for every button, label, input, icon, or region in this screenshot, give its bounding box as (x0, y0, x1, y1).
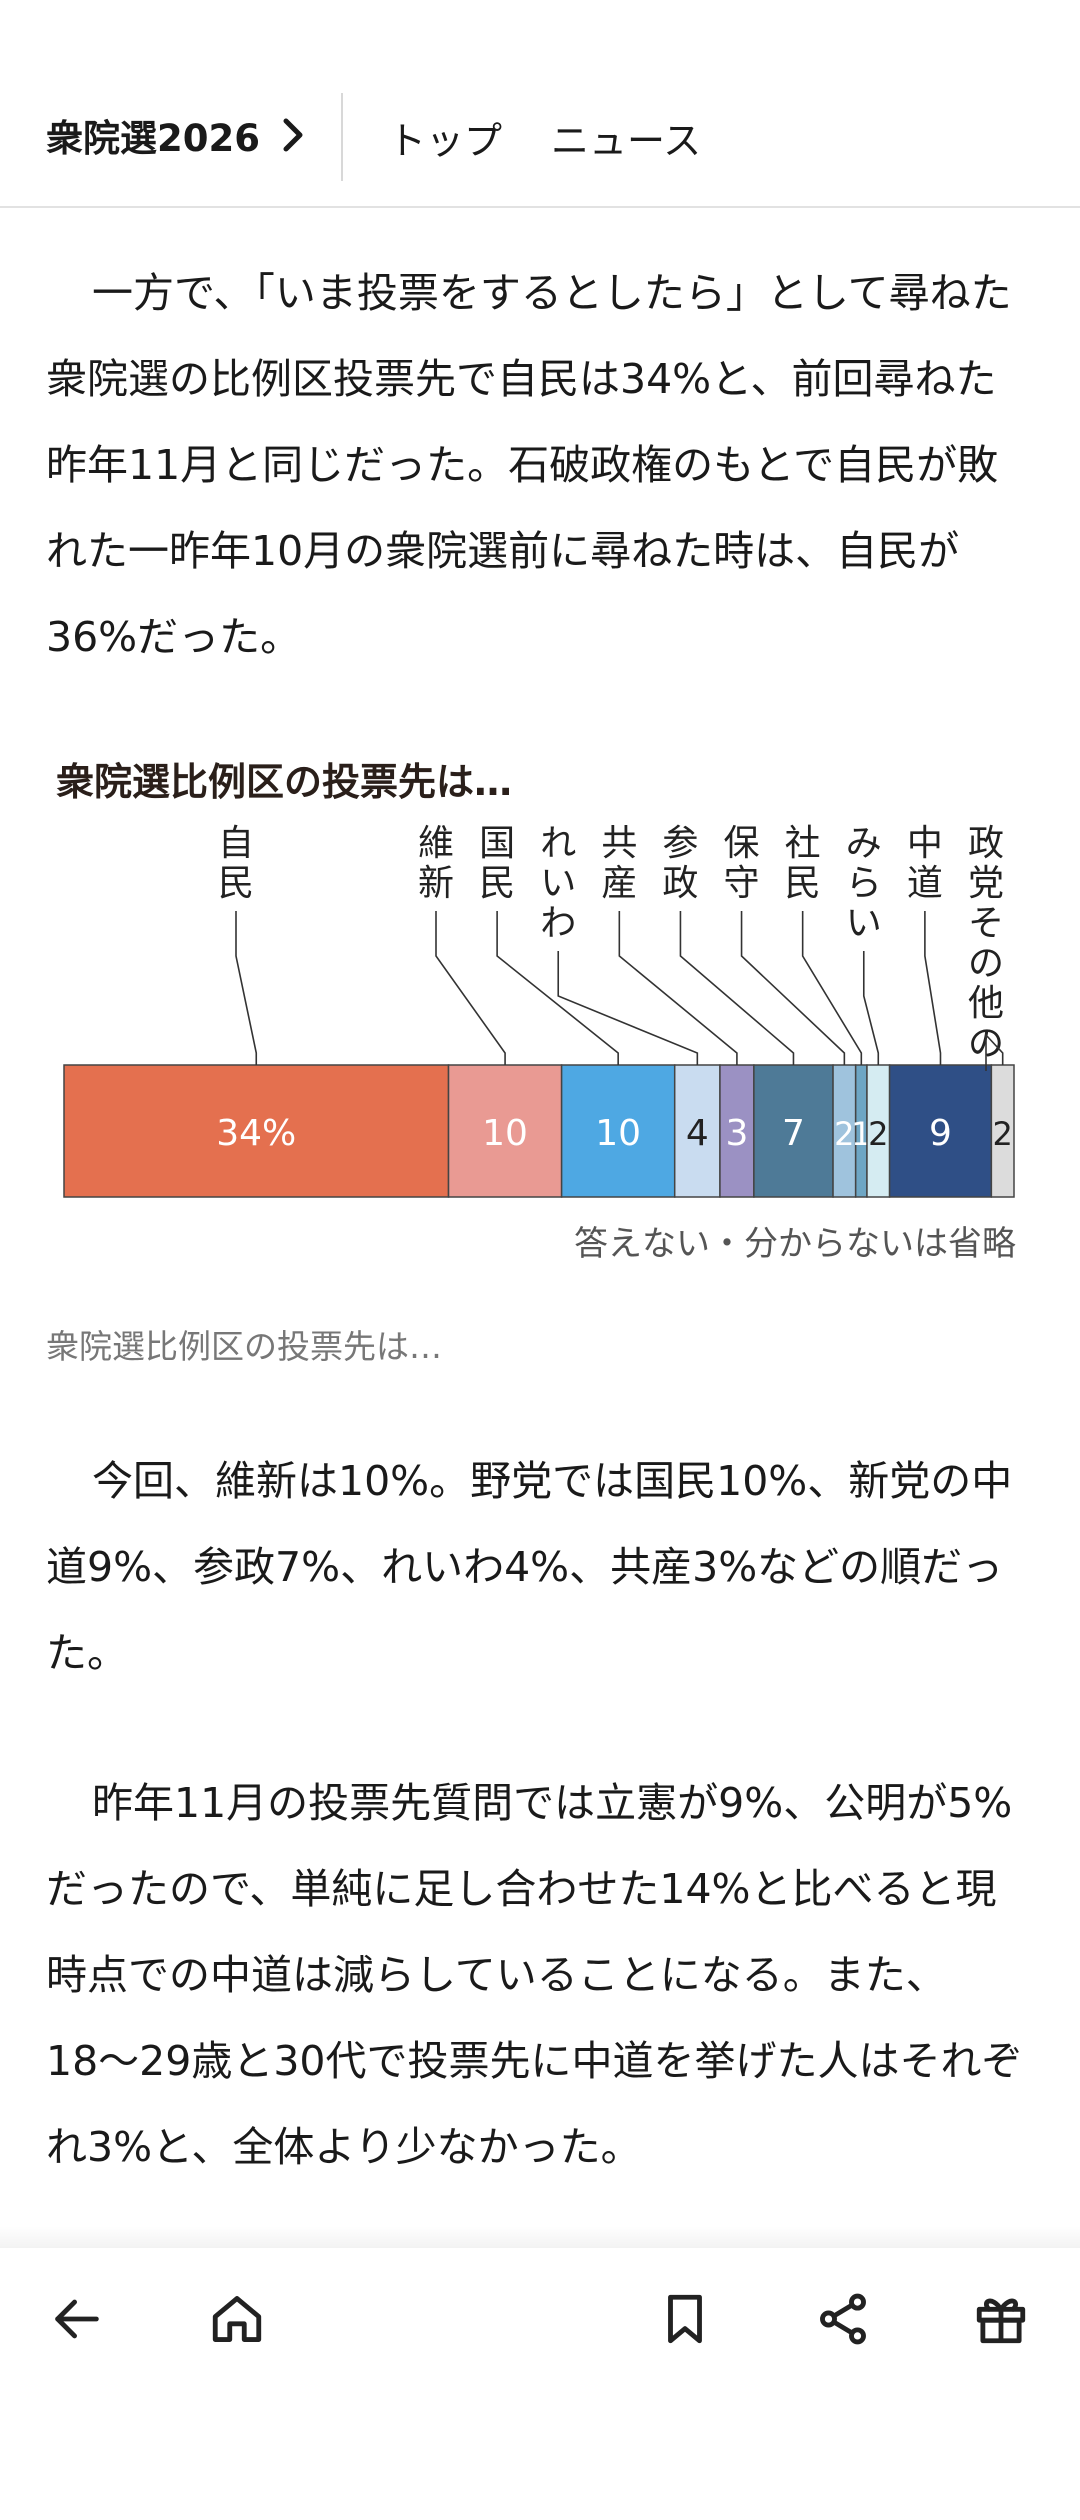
top-header: 衆院選2026 トップ ニュース (0, 0, 1080, 208)
bar-segment (63, 1064, 450, 1198)
leader-line (924, 911, 942, 1065)
bar-segment (719, 1064, 755, 1198)
leader-line (862, 951, 880, 1065)
leader-line (740, 911, 846, 1065)
category-label: 維新 (418, 823, 454, 904)
bar-value-label: 3 (725, 1113, 748, 1154)
chart-svg: 衆院選比例区の投票先は…34% 10 10 4 3 7 212 9 2自民維新国民れいわ共産参政… (56, 760, 1016, 1264)
bookmark-button[interactable] (650, 2284, 720, 2354)
category-label: 社民 (785, 823, 821, 904)
back-arrow-icon (55, 2299, 99, 2339)
vote-chart[interactable]: 衆院選比例区の投票先は… 34% 10 10 4 3 7 2 1 2 9 2 自民 維新 国民 れいわ 共産 参政… (46, 735, 1036, 1275)
home-button[interactable] (202, 2284, 272, 2354)
category-label: 中道 (907, 823, 943, 904)
category-label: 国民 (479, 823, 515, 904)
back-button[interactable] (42, 2284, 112, 2354)
leader-line (435, 911, 506, 1065)
home-icon (212, 2296, 262, 2342)
category-label: 自民 (218, 823, 254, 904)
category-label: 保守 (724, 823, 760, 904)
category-label: 政党その他の (968, 823, 1004, 1064)
nav-top[interactable]: トップ (388, 119, 503, 163)
bottom-bar-shadow (0, 2226, 1080, 2248)
chart-title: 衆院選比例区の投票先は… (56, 760, 512, 804)
bar-value-label: 4 (686, 1113, 709, 1154)
gift-icon (976, 2298, 1026, 2344)
bar-value-label: 2 (834, 1115, 854, 1153)
bar-value-label: 9 (929, 1113, 952, 1154)
bar-segment (753, 1064, 834, 1198)
bar-value-label: 2 (868, 1115, 888, 1153)
section-link[interactable]: 衆院選2026 (46, 108, 308, 162)
bar-value-label: 10 (482, 1113, 528, 1154)
category-label: みらい (846, 823, 882, 944)
article-paragraph: 一方で、「いま投票をするとしたら」として尋ねた衆院選の比例区投票先で自民は34%… (46, 269, 1012, 661)
bar-value-label: 34% (216, 1113, 296, 1154)
leader-line (985, 1032, 1004, 1071)
bottom-toolbar (0, 2248, 1080, 2388)
share-button[interactable] (808, 2284, 878, 2354)
category-label: れいわ (540, 823, 576, 944)
leader-line (801, 911, 863, 1065)
leader-line (679, 911, 795, 1065)
bar-value-label: 7 (782, 1113, 805, 1154)
category-label: 共産 (601, 823, 637, 904)
leader-line (618, 911, 738, 1065)
gift-button[interactable] (966, 2284, 1036, 2354)
bar-segment (447, 1064, 563, 1198)
article-paragraph: 昨年11月の投票先質問では立憲が9%、公明が5%だったので、単純に足し合わせた1… (46, 1779, 1023, 2171)
bookmark-icon (668, 2294, 702, 2344)
leader-line (496, 911, 619, 1065)
leader-line (557, 951, 699, 1065)
header-divider (341, 93, 343, 181)
chart-note: 答えない・分からないは省略 (574, 1224, 1016, 1264)
section-title: 衆院選2026 (46, 117, 260, 160)
article-paragraph: 今回、維新は10%。野党では国民10%、新党の中道9%、参政7%、れいわ4%、共… (46, 1457, 1013, 1677)
bar-value-label: 2 (993, 1115, 1013, 1153)
figure-caption: 衆院選比例区の投票先は… (46, 1327, 442, 1366)
leader-line (235, 911, 258, 1065)
chevron-right-icon (283, 118, 303, 152)
bar-value-label: 10 (595, 1113, 641, 1154)
nav-news[interactable]: ニュース (551, 119, 702, 163)
share-icon (820, 2293, 866, 2345)
category-label: 参政 (662, 823, 698, 904)
